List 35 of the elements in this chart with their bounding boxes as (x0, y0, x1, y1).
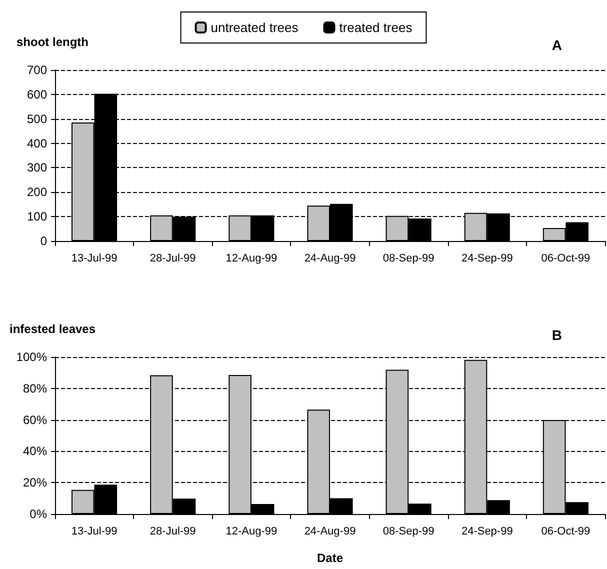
y-axis-title: infested leaves (9, 322, 96, 336)
y-tick-label: 40% (22, 444, 48, 458)
y-tick-label: 300 (26, 160, 48, 175)
text: A (552, 37, 562, 53)
x-tick-label: 08-Sep-99 (382, 526, 434, 538)
legend-label: treated trees (339, 20, 413, 35)
y-tick-label: 100% (16, 350, 48, 364)
x-tick-label: 13-Jul-99 (71, 526, 118, 538)
y-tick-label: 0 (40, 234, 48, 248)
x-tick-label: 24-Sep-99 (461, 252, 513, 264)
y-tick-label: 500 (26, 112, 48, 126)
x-tick-label: 06-Oct-99 (541, 252, 590, 264)
y-tick-label: 400 (26, 136, 48, 150)
y-tick-label: 700 (26, 63, 48, 77)
y-tick-label: 200 (26, 185, 48, 200)
x-tick-label: 06-Oct-99 (541, 526, 590, 538)
y-tick-label: 0% (30, 507, 48, 521)
y-tick-label: 600 (26, 87, 48, 102)
y-tick-label: 20% (22, 476, 48, 490)
x-tick-label: 28-Jul-99 (150, 252, 196, 264)
y-tick-label: 80% (22, 381, 48, 396)
x-tick-label: 12-Aug-99 (226, 526, 278, 538)
x-tick-label: 28-Jul-99 (150, 526, 196, 538)
x-tick-label: 08-Sep-99 (382, 252, 434, 264)
y-tick-label: 60% (22, 412, 48, 427)
y-axis-title: shoot length (16, 35, 88, 49)
y-tick-label: 100 (26, 210, 48, 224)
x-tick-label: 24-Aug-99 (304, 526, 356, 538)
text: B (552, 327, 562, 343)
x-tick-label: 24-Sep-99 (461, 526, 513, 538)
x-axis-title: Date (316, 551, 344, 565)
legend-label: untreated trees (210, 20, 299, 35)
x-tick-label: 24-Aug-99 (304, 252, 356, 264)
x-tick-label: 13-Jul-99 (71, 252, 118, 264)
x-tick-label: 12-Aug-99 (226, 252, 278, 264)
